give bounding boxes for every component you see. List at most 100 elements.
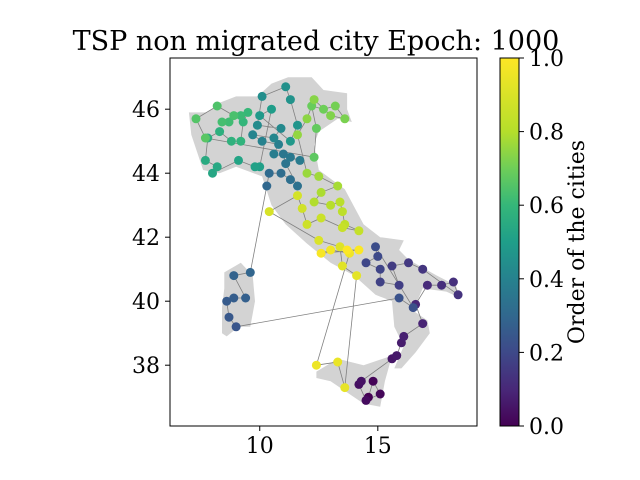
city-point bbox=[222, 296, 232, 306]
city-point bbox=[264, 207, 274, 217]
chart-title: TSP non migrated city Epoch: 1000 bbox=[73, 26, 560, 57]
colorbar-label: Order of the cities bbox=[565, 140, 590, 344]
city-point bbox=[316, 248, 326, 258]
y-tick-label: 44 bbox=[132, 162, 160, 187]
y-tick-label: 46 bbox=[132, 98, 160, 123]
city-point bbox=[212, 162, 222, 172]
city-point bbox=[229, 293, 239, 303]
city-point bbox=[200, 133, 210, 143]
city-point bbox=[387, 261, 397, 271]
city-point bbox=[356, 376, 366, 386]
plot-frame bbox=[169, 57, 478, 427]
city-point bbox=[394, 280, 404, 290]
city-point bbox=[404, 258, 413, 268]
city-point bbox=[342, 245, 352, 255]
colorbar-tick-label: 0.0 bbox=[529, 415, 564, 440]
city-point bbox=[217, 117, 227, 127]
city-point bbox=[243, 107, 253, 117]
city-point bbox=[368, 376, 378, 386]
colorbar-tick-label: 1.0 bbox=[529, 47, 564, 72]
city-point bbox=[319, 104, 328, 114]
city-point bbox=[361, 395, 371, 405]
city-point bbox=[281, 82, 291, 92]
city-point bbox=[375, 264, 385, 274]
y-tick-label: 40 bbox=[132, 290, 160, 315]
x-tick-label: 10 bbox=[246, 434, 274, 459]
city-point bbox=[224, 117, 234, 127]
city-point bbox=[269, 133, 279, 143]
city-point bbox=[326, 200, 336, 210]
city-point bbox=[262, 181, 272, 191]
city-point bbox=[226, 136, 236, 146]
city-point bbox=[392, 351, 402, 361]
city-point bbox=[293, 130, 302, 140]
mainland-shape bbox=[188, 77, 461, 369]
city-point bbox=[309, 95, 319, 105]
city-point bbox=[399, 331, 409, 341]
x-tick-label: 15 bbox=[364, 434, 392, 459]
city-point bbox=[295, 155, 305, 165]
city-point bbox=[276, 168, 286, 178]
city-point bbox=[375, 277, 385, 287]
city-point bbox=[326, 245, 336, 255]
city-point bbox=[293, 120, 302, 130]
city-point bbox=[316, 213, 326, 223]
city-point bbox=[408, 303, 418, 313]
city-point bbox=[281, 159, 291, 169]
city-point bbox=[267, 104, 276, 114]
city-point bbox=[257, 136, 267, 146]
city-point bbox=[311, 123, 321, 133]
city-point bbox=[337, 261, 347, 271]
city-point bbox=[302, 168, 312, 178]
city-point bbox=[335, 197, 345, 207]
colorbar-tick-label: 0.4 bbox=[529, 268, 564, 293]
city-point bbox=[361, 258, 371, 268]
city-point bbox=[311, 360, 321, 370]
city-point bbox=[418, 264, 428, 274]
city-point bbox=[274, 139, 284, 149]
city-point bbox=[285, 136, 295, 146]
city-point bbox=[418, 319, 428, 329]
colorbar-tick-label: 0.6 bbox=[529, 194, 564, 219]
sicily-shape bbox=[316, 355, 392, 407]
city-point bbox=[373, 251, 383, 261]
city-point bbox=[200, 155, 210, 165]
city-point bbox=[314, 235, 324, 245]
city-point bbox=[212, 101, 222, 111]
city-point bbox=[309, 152, 319, 162]
city-point bbox=[276, 123, 286, 133]
city-point bbox=[437, 280, 447, 290]
colorbar-tick-label: 0.2 bbox=[529, 341, 564, 366]
italy-map-shape bbox=[188, 77, 461, 407]
colorbar-gradient bbox=[499, 57, 520, 427]
city-point bbox=[394, 293, 404, 303]
city-point bbox=[245, 267, 255, 277]
colorbar-tick-label: 0.8 bbox=[529, 121, 564, 146]
city-point bbox=[354, 226, 364, 236]
city-point bbox=[231, 322, 241, 332]
y-axis-ticks: 38 40 42 44 46 bbox=[132, 98, 170, 379]
city-point bbox=[257, 91, 267, 101]
city-point bbox=[316, 187, 326, 197]
city-point bbox=[278, 149, 288, 159]
colorbar: 0.0 0.2 0.4 0.6 0.8 1.0 Order of the cities bbox=[499, 47, 590, 440]
city-point bbox=[285, 175, 295, 185]
y-tick-label: 42 bbox=[132, 226, 160, 251]
city-point bbox=[352, 271, 362, 281]
colorbar-ticks: 0.0 0.2 0.4 0.6 0.8 1.0 bbox=[519, 47, 564, 440]
city-point bbox=[333, 181, 343, 191]
city-point bbox=[208, 168, 217, 178]
city-point bbox=[285, 95, 295, 105]
city-point bbox=[333, 357, 343, 367]
city-point bbox=[375, 389, 385, 399]
city-point bbox=[229, 111, 239, 121]
city-point bbox=[371, 242, 380, 252]
city-point bbox=[293, 181, 302, 191]
city-point bbox=[337, 207, 347, 217]
city-point bbox=[236, 136, 246, 146]
city-point bbox=[340, 383, 350, 393]
city-point bbox=[293, 191, 302, 201]
city-point bbox=[335, 242, 345, 252]
city-point bbox=[255, 111, 265, 121]
